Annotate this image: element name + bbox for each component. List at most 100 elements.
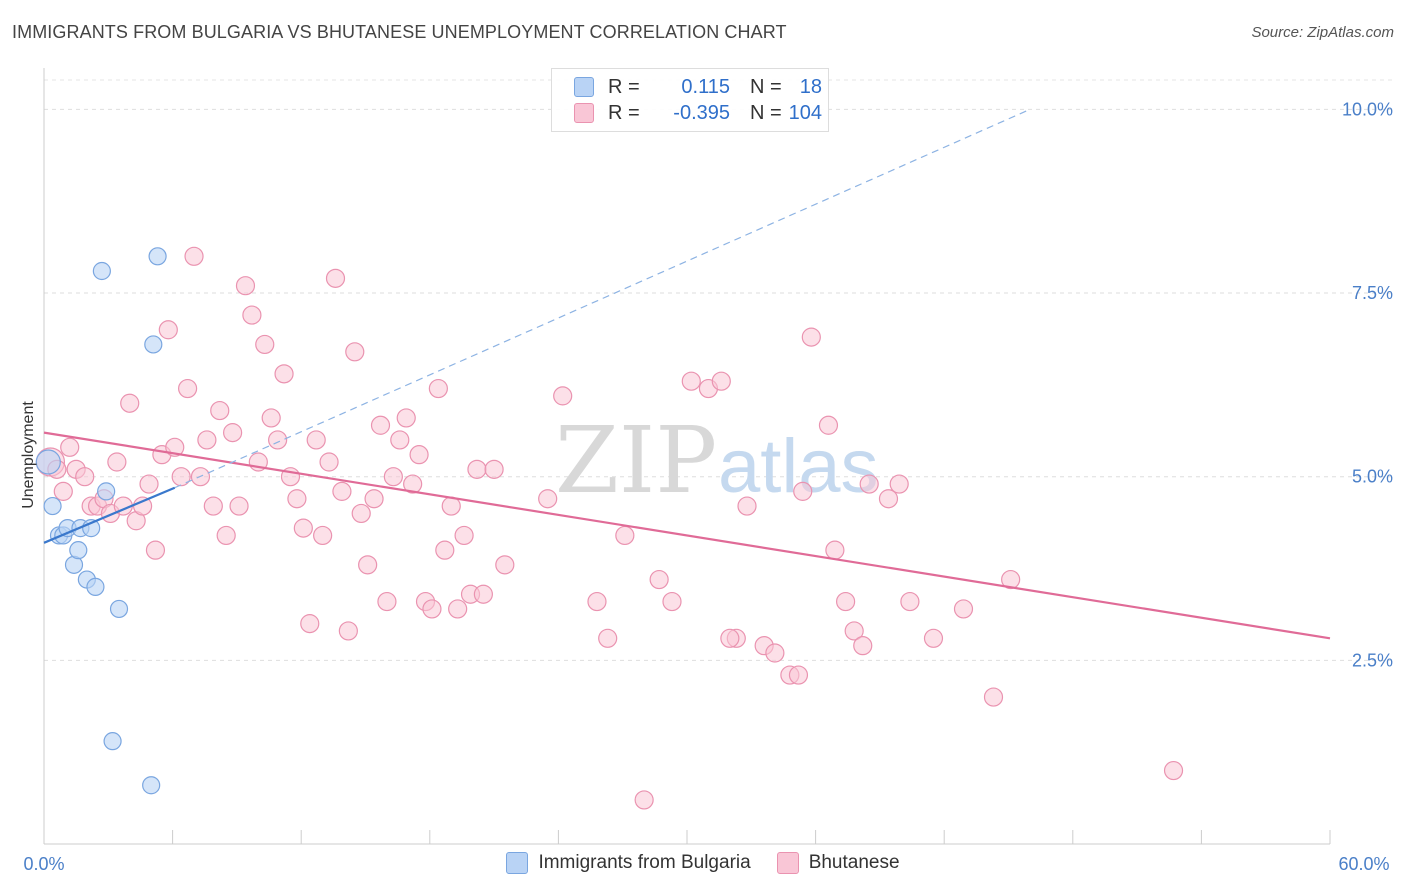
bhutanese-point [409, 445, 429, 465]
bhutanese-point [818, 415, 839, 435]
bhutanese-point [171, 467, 191, 487]
bhutanese-point [422, 599, 442, 619]
legend-item-bhutanese: Bhutanese [776, 852, 900, 874]
bhutanese-point [662, 591, 682, 612]
legend-swatch-bhutanese [574, 103, 594, 123]
series-legend: Immigrants from Bulgaria Bhutanese [0, 852, 1406, 874]
bulgaria-point [35, 449, 61, 475]
bhutanese-point [598, 628, 618, 648]
bhutanese-point [889, 474, 909, 494]
bhutanese-point [383, 467, 403, 487]
bhutanese-point [403, 474, 423, 494]
bulgaria-point [92, 261, 111, 281]
chart-title: IMMIGRANTS FROM BULGARIA VS BHUTANESE UN… [12, 22, 787, 42]
bhutanese-point [878, 489, 899, 509]
bhutanese-point [107, 452, 127, 472]
legend-swatch-bhutanese [776, 852, 799, 874]
bhutanese-point [229, 496, 249, 516]
bhutanese-point [711, 371, 731, 391]
bhutanese-point [853, 636, 873, 656]
bhutanese-point [428, 378, 448, 399]
bhutanese-point [538, 489, 558, 509]
bhutanese-point [473, 584, 493, 604]
legend-item-bulgaria: Immigrants from Bulgaria [506, 852, 751, 874]
bhutanese-point [145, 540, 166, 560]
bhutanese-point [319, 452, 339, 472]
bhutanese-point [210, 400, 230, 421]
legend-n-value: 104 [788, 101, 822, 124]
bulgaria-point [109, 599, 129, 619]
bhutanese-point [448, 599, 468, 619]
bulgaria-point [148, 247, 167, 266]
legend-label-bhutanese: Bhutanese [808, 852, 900, 873]
y-tick-label: 5.0% [1352, 467, 1393, 487]
bhutanese-point [553, 386, 573, 406]
bhutanese-point [923, 628, 944, 648]
bhutanese-point [197, 430, 217, 450]
bulgaria-point [86, 577, 105, 596]
bulgaria-point [142, 776, 161, 795]
bhutanese-point [60, 437, 80, 457]
bhutanese-point [223, 423, 243, 443]
bhutanese-point [793, 481, 813, 501]
bhutanese-point [274, 364, 294, 384]
bhutanese-point [615, 525, 635, 546]
bhutanese-point [390, 430, 410, 450]
bhutanese-point [53, 481, 73, 501]
bhutanese-point [293, 518, 313, 538]
bhutanese-point [765, 643, 785, 663]
bhutanese-point [139, 474, 159, 494]
bhutanese-point [216, 525, 236, 546]
legend-label-bulgaria: Immigrants from Bulgaria [538, 852, 751, 873]
bhutanese-point [300, 614, 320, 634]
watermark-zip: ZIP [555, 407, 717, 514]
bhutanese-point [1001, 569, 1021, 590]
bhutanese-point [306, 430, 326, 450]
bhutanese-point [983, 687, 1004, 707]
bulgaria-point [43, 496, 62, 516]
bulgaria-trend-line [43, 486, 176, 544]
bhutanese-point [844, 621, 864, 641]
bhutanese-point [287, 489, 307, 509]
bhutanese-point [737, 496, 757, 516]
bulgaria-point [69, 541, 88, 560]
bhutanese-point [158, 320, 178, 340]
bhutanese-trend-line [43, 431, 1331, 640]
bhutanese-point [178, 378, 198, 399]
bhutanese-point [900, 591, 920, 612]
bhutanese-point [587, 591, 607, 612]
bhutanese-point [313, 525, 333, 546]
bhutanese-point [358, 555, 378, 575]
series-bulgaria [35, 247, 167, 795]
legend-swatch-bulgaria [506, 852, 529, 874]
legend-r-value: 0.115 [681, 75, 730, 98]
bhutanese-point [75, 467, 95, 487]
legend-r-label: R = [608, 101, 640, 124]
bhutanese-point [377, 591, 397, 612]
bhutanese-point [953, 599, 974, 619]
legend-r-value: -0.395 [673, 101, 730, 124]
y-tick-label: 7.5% [1352, 283, 1393, 303]
bhutanese-point [261, 408, 281, 428]
bulgaria-point [144, 335, 163, 354]
legend-row-bulgaria: R = 0.115 N = 18 [574, 74, 822, 100]
bhutanese-point [370, 415, 391, 435]
grid-lines [44, 79, 1392, 661]
bhutanese-point [268, 430, 288, 450]
legend-r-label: R = [608, 75, 640, 98]
bhutanese-point [484, 459, 504, 479]
bulgaria-point [97, 482, 116, 501]
bhutanese-point [435, 540, 455, 560]
bhutanese-point [332, 481, 352, 501]
bhutanese-point [720, 628, 740, 648]
x-tick-label: 0.0% [23, 854, 64, 874]
bhutanese-point [325, 268, 346, 288]
bhutanese-point [825, 540, 845, 560]
bhutanese-point [120, 393, 140, 413]
tick-labels: 2.5% 5.0% 7.5% 10.0% 0.0% 60.0% [23, 99, 1393, 874]
legend-swatch-bulgaria [574, 77, 594, 97]
bhutanese-point [495, 555, 515, 575]
source-label: Source: ZipAtlas.com [1251, 24, 1394, 41]
bhutanese-point [351, 503, 371, 524]
